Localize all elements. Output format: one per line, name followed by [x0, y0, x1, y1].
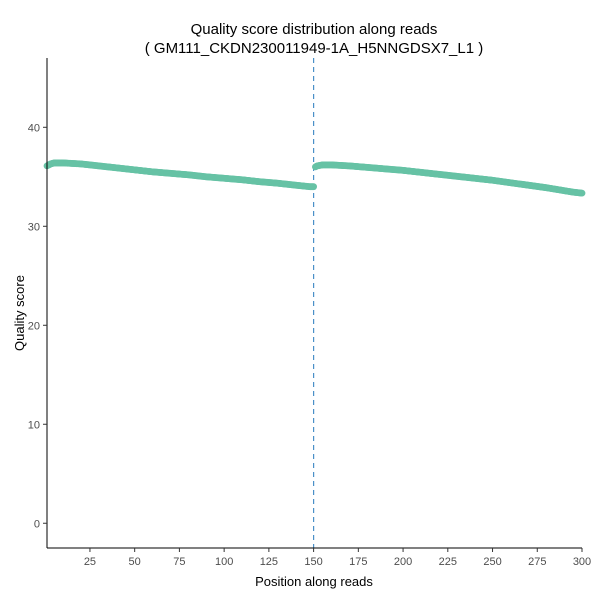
- data-point: [578, 189, 586, 197]
- x-tick-label: 275: [528, 556, 546, 568]
- y-tick-label: 10: [28, 419, 40, 431]
- plot-area: [43, 58, 586, 548]
- data-point: [310, 183, 318, 191]
- y-ticks: 0 10 20 30 40: [28, 122, 47, 530]
- chart-subtitle: ( GM111_CKDN230011949-1A_H5NNGDSX7_L1 ): [145, 40, 484, 57]
- y-tick-label: 20: [28, 320, 40, 332]
- x-tick-label: 250: [483, 556, 501, 568]
- x-tick-label: 75: [173, 556, 185, 568]
- x-tick-label: 100: [215, 556, 233, 568]
- series-2: [311, 161, 586, 197]
- x-tick-label: 175: [349, 556, 367, 568]
- y-tick-label: 0: [34, 518, 40, 530]
- x-tick-label: 300: [573, 556, 591, 568]
- chart-title: Quality score distribution along reads: [191, 21, 438, 38]
- x-tick-label: 225: [439, 556, 457, 568]
- x-ticks: 25 50 75 100 125 150 175 200 225 250 275 300: [84, 548, 591, 568]
- x-tick-label: 200: [394, 556, 412, 568]
- y-tick-label: 30: [28, 221, 40, 233]
- x-tick-label: 50: [129, 556, 141, 568]
- y-tick-label: 40: [28, 122, 40, 134]
- series-1: [43, 159, 318, 191]
- x-tick-label: 150: [304, 556, 322, 568]
- y-axis-title: Quality score: [12, 275, 27, 351]
- x-axis-title: Position along reads: [255, 574, 373, 589]
- x-tick-label: 25: [84, 556, 96, 568]
- x-tick-label: 125: [260, 556, 278, 568]
